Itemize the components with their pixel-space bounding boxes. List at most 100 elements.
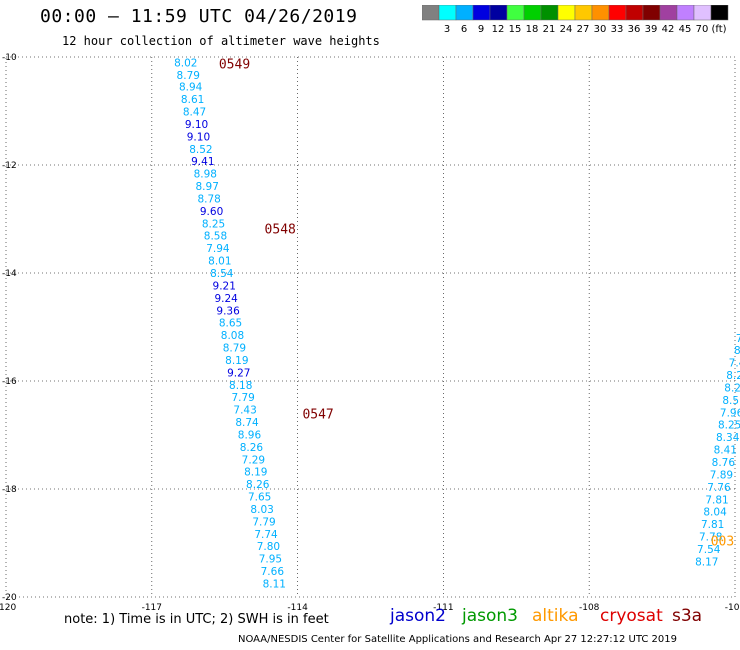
map-title: 00:00 – 11:59 UTC 04/26/2019 <box>40 6 358 27</box>
satellite-legend-s3a: s3a <box>672 606 703 626</box>
wave-height-label: 7.43 <box>233 405 256 417</box>
wave-height-label: 7.79 <box>231 392 254 404</box>
latitude-tick-label: -20 <box>2 593 17 603</box>
wave-height-label: 8.19 <box>244 467 267 479</box>
wave-height-label: 8.97 <box>196 181 219 193</box>
latitude-tick-label: -16 <box>2 377 17 387</box>
wave-height-label: 9.60 <box>200 206 223 218</box>
wave-height-label: 8.25 <box>718 420 740 432</box>
wave-height-label: 8.11 <box>263 579 286 591</box>
latitude-tick-label: -12 <box>2 161 17 171</box>
wave-height-label: 7.96 <box>720 407 740 419</box>
wave-height-label: 8.18 <box>229 380 252 392</box>
colorbar-label: 3 <box>444 24 450 35</box>
wave-height-label: 8.26 <box>240 442 264 454</box>
wave-height-label: 7.81 <box>701 519 724 531</box>
pass-time-label: 0548 <box>265 223 296 238</box>
pass-time-label: 0549 <box>219 57 250 72</box>
colorbar-label: 42 <box>662 24 675 35</box>
pass-time-label: 0547 <box>302 407 333 422</box>
wave-height-label: 7.8 <box>736 333 740 345</box>
wave-height-label: 8.25 <box>202 218 225 230</box>
wave-height-label: 8.26 <box>246 479 270 491</box>
colorbar-unit: (ft) <box>711 24 726 35</box>
wave-height-label: 9.10 <box>187 131 210 143</box>
satellite-legend-altika: altika <box>532 606 579 626</box>
wave-height-label: 7.79 <box>252 516 275 528</box>
wave-height-label: 8.78 <box>197 193 220 205</box>
wave-height-label: 8.19 <box>225 355 248 367</box>
wave-height-label: 8.08 <box>221 330 244 342</box>
map-frame <box>5 56 736 598</box>
wave-height-label: 8.98 <box>194 169 217 181</box>
longitude-tick-label: -105 <box>725 603 740 613</box>
wave-height-label: 8.74 <box>235 417 259 429</box>
colorbar-label: 70 <box>696 24 709 35</box>
credit-text: NOAA/NESDIS Center for Satellite Applica… <box>238 634 677 645</box>
wave-height-label: 7.29 <box>242 454 265 466</box>
wave-height-label: 7.81 <box>705 494 728 506</box>
wave-height-label: 7.76 <box>707 482 731 494</box>
wave-height-label: 9.41 <box>191 156 214 168</box>
wave-height-label: 8.47 <box>183 107 206 119</box>
wave-height-label: 8.61 <box>181 94 204 106</box>
longitude-tick-label: -117 <box>142 603 162 613</box>
wave-height-label: 7.74 <box>254 529 278 541</box>
wave-height-label: 9.21 <box>213 280 236 292</box>
wave-height-label: 8.41 <box>714 445 737 457</box>
wave-height-label: 8.1 <box>734 345 740 357</box>
wave-height-label: 8.51 <box>722 395 740 407</box>
colorbar-label: 45 <box>679 24 692 35</box>
latitude-tick-label: -14 <box>2 269 17 279</box>
wave-height-label: 8.79 <box>177 70 200 82</box>
longitude-tick-label: -120 <box>0 603 16 613</box>
wave-height-label: 8.26 <box>724 382 740 394</box>
colorbar-label: 30 <box>594 24 607 35</box>
wave-height-label: 8.34 <box>716 432 740 444</box>
wave-height-label: 9.10 <box>185 119 208 131</box>
pass-time-label: 003 <box>711 534 734 549</box>
wave-height-label: 8.54 <box>210 268 234 280</box>
note-text: note: 1) Time is in UTC; 2) SWH is in fe… <box>64 612 329 627</box>
colorbar-label: 6 <box>461 24 467 35</box>
wave-height-label: 8.58 <box>204 231 227 243</box>
satellite-legend-jason2: jason2 <box>390 606 446 626</box>
latitude-tick-label: -18 <box>2 485 17 495</box>
colorbar-label: 12 <box>492 24 505 35</box>
wave-height-label: 7.66 <box>261 566 285 578</box>
satellite-legend-jason3: jason3 <box>462 606 518 626</box>
wave-height-label: 7.80 <box>257 541 280 553</box>
wave-height-label: 9.27 <box>227 367 250 379</box>
longitude-tick-label: -114 <box>287 603 308 613</box>
wave-height-label: 9.24 <box>214 293 238 305</box>
wave-height-label: 7.43 <box>729 358 740 370</box>
wave-height-label: 7.94 <box>206 243 230 255</box>
wave-height-label: 8.24 <box>726 370 740 382</box>
wave-height-label: 8.96 <box>238 429 262 441</box>
colorbar-legend: 3 6 9 12 15 18 21 24 27 30 33 36 39 42 45 70 (ft) <box>422 5 729 35</box>
colorbar-label: 21 <box>543 24 556 35</box>
wave-height-label: 8.52 <box>189 144 212 156</box>
map-subtitle: 12 hour collection of altimeter wave hei… <box>62 34 380 48</box>
colorbar-label: 24 <box>560 24 573 35</box>
wave-height-label: 8.79 <box>223 343 246 355</box>
wave-height-label: 8.01 <box>208 256 231 268</box>
longitude-tick-label: -111 <box>433 603 453 613</box>
colorbar-label: 36 <box>628 24 641 35</box>
wave-height-label: 7.95 <box>259 554 282 566</box>
colorbar-label: 18 <box>526 24 539 35</box>
wave-height-label: 8.02 <box>174 57 197 69</box>
wave-height-label: 9.36 <box>216 305 240 317</box>
colorbar-label: 39 <box>645 24 658 35</box>
wave-height-label: 8.04 <box>703 507 727 519</box>
colorbar-label: 15 <box>509 24 522 35</box>
colorbar-swatch <box>710 5 729 21</box>
wave-height-label: 8.76 <box>712 457 736 469</box>
wave-height-label: 7.54 <box>697 544 721 556</box>
latitude-tick-label: -10 <box>2 53 17 63</box>
wave-height-label: 8.65 <box>219 318 242 330</box>
longitude-tick-label: -108 <box>579 603 600 613</box>
colorbar-label: 27 <box>577 24 590 35</box>
wave-height-label: 7.78 <box>699 532 722 544</box>
